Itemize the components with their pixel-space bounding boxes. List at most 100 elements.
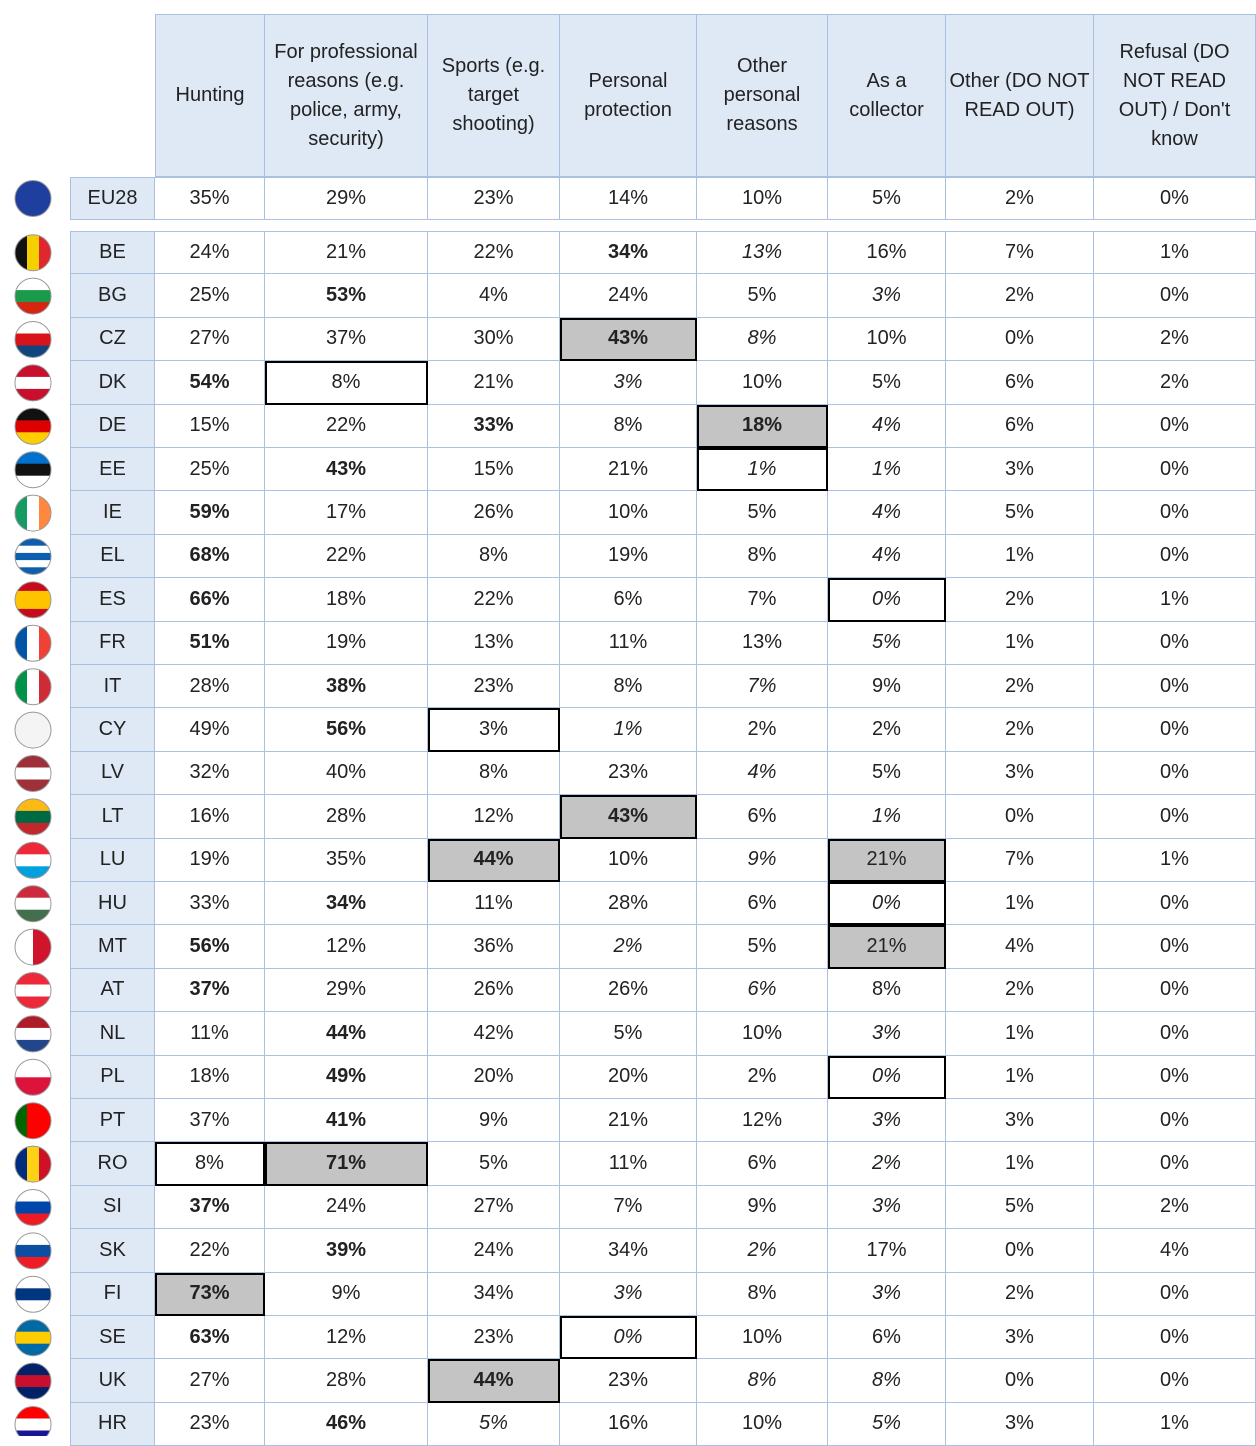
cell: 16%: [560, 1402, 697, 1446]
cell: 10%: [560, 491, 697, 535]
cell: 0%: [946, 1229, 1094, 1273]
cell: 3%: [946, 1099, 1094, 1143]
cell: 2%: [946, 274, 1094, 318]
cell: 35%: [155, 177, 265, 220]
cell: 12%: [265, 925, 428, 969]
cell: 12%: [697, 1099, 828, 1143]
border: [155, 14, 1256, 15]
cell: 34%: [265, 882, 428, 926]
flag: [14, 755, 52, 792]
flag: [14, 321, 52, 358]
flag: [14, 798, 52, 836]
cell: 2%: [1094, 317, 1256, 362]
cell: 22%: [428, 231, 560, 275]
cell: 0%: [1094, 708, 1256, 752]
cell: 6%: [697, 1142, 828, 1186]
cell: 20%: [428, 1055, 560, 1099]
row-label: LV: [70, 751, 155, 796]
row-label: DE: [70, 404, 155, 448]
cell: 5%: [697, 491, 828, 535]
cell: 4%: [697, 751, 828, 796]
cell: 59%: [155, 491, 265, 535]
cell: 3%: [828, 1099, 946, 1143]
column-header: Other (DO NOT READ OUT): [946, 15, 1094, 177]
cell: 40%: [265, 751, 428, 796]
cell: 0%: [1094, 751, 1256, 796]
cell: 19%: [155, 838, 265, 882]
cell: 0%: [828, 1055, 946, 1099]
cell: 1%: [1094, 231, 1256, 275]
cell: 41%: [265, 1099, 428, 1143]
cell: 34%: [560, 1229, 697, 1273]
column-header: Other personal reasons: [697, 15, 828, 177]
cell: 49%: [155, 708, 265, 752]
cell: 7%: [697, 665, 828, 709]
cell: 1%: [828, 448, 946, 492]
flag: [14, 364, 52, 402]
cell: 43%: [560, 317, 697, 362]
cell: 11%: [560, 1142, 697, 1186]
cell: 5%: [828, 361, 946, 405]
cell: 0%: [1094, 968, 1256, 1013]
cell: 1%: [1094, 838, 1256, 882]
cell: 23%: [155, 1402, 265, 1446]
cell: 0%: [1094, 448, 1256, 492]
row-label: EU28: [70, 177, 155, 220]
cell: 39%: [265, 1229, 428, 1273]
flag: [14, 1102, 52, 1140]
cell: 6%: [828, 1316, 946, 1360]
cell: 4%: [428, 274, 560, 318]
cell: 0%: [946, 317, 1094, 362]
cell: 0%: [1094, 1142, 1256, 1186]
cell: 0%: [1094, 534, 1256, 579]
cell: 2%: [697, 708, 828, 752]
cell: 21%: [828, 838, 946, 882]
cell: 22%: [265, 534, 428, 579]
cell: 0%: [1094, 1055, 1256, 1099]
row-label: EE: [70, 448, 155, 492]
flag: [14, 1362, 52, 1400]
cell: 2%: [560, 925, 697, 969]
row-label: IE: [70, 491, 155, 535]
cell: 1%: [946, 534, 1094, 579]
row-label: PL: [70, 1055, 155, 1099]
cell: 28%: [560, 882, 697, 926]
cell: 0%: [1094, 491, 1256, 535]
cell: 2%: [946, 708, 1094, 752]
cell: 2%: [946, 578, 1094, 622]
cell: 0%: [560, 1316, 697, 1360]
row-label: CZ: [70, 317, 155, 362]
cell: 27%: [428, 1185, 560, 1230]
row-label: SK: [70, 1229, 155, 1273]
cell: 0%: [946, 795, 1094, 839]
cell: 29%: [265, 177, 428, 220]
cell: 53%: [265, 274, 428, 318]
cell: 21%: [265, 231, 428, 275]
cell: 27%: [155, 317, 265, 362]
cell: 4%: [828, 491, 946, 535]
cell: 2%: [1094, 1185, 1256, 1230]
cell: 24%: [265, 1185, 428, 1230]
row-label: IT: [70, 665, 155, 709]
flag: [14, 928, 52, 966]
cell: 5%: [428, 1402, 560, 1446]
flag: [14, 841, 52, 879]
flag: [14, 277, 52, 315]
row-label: MT: [70, 925, 155, 969]
flag: [14, 668, 52, 706]
cell: 5%: [946, 491, 1094, 535]
cell: 51%: [155, 621, 265, 665]
cell: 5%: [828, 177, 946, 220]
row-label: NL: [70, 1012, 155, 1056]
cell: 24%: [560, 274, 697, 318]
cell: 0%: [1094, 795, 1256, 839]
cell: 8%: [697, 1272, 828, 1316]
cell: 44%: [265, 1012, 428, 1056]
cell: 1%: [946, 1055, 1094, 1099]
cell: 23%: [428, 177, 560, 220]
cell: 43%: [265, 448, 428, 492]
cell: 10%: [697, 361, 828, 405]
cell: 0%: [1094, 1099, 1256, 1143]
cell: 25%: [155, 448, 265, 492]
cell: 0%: [1094, 177, 1256, 220]
